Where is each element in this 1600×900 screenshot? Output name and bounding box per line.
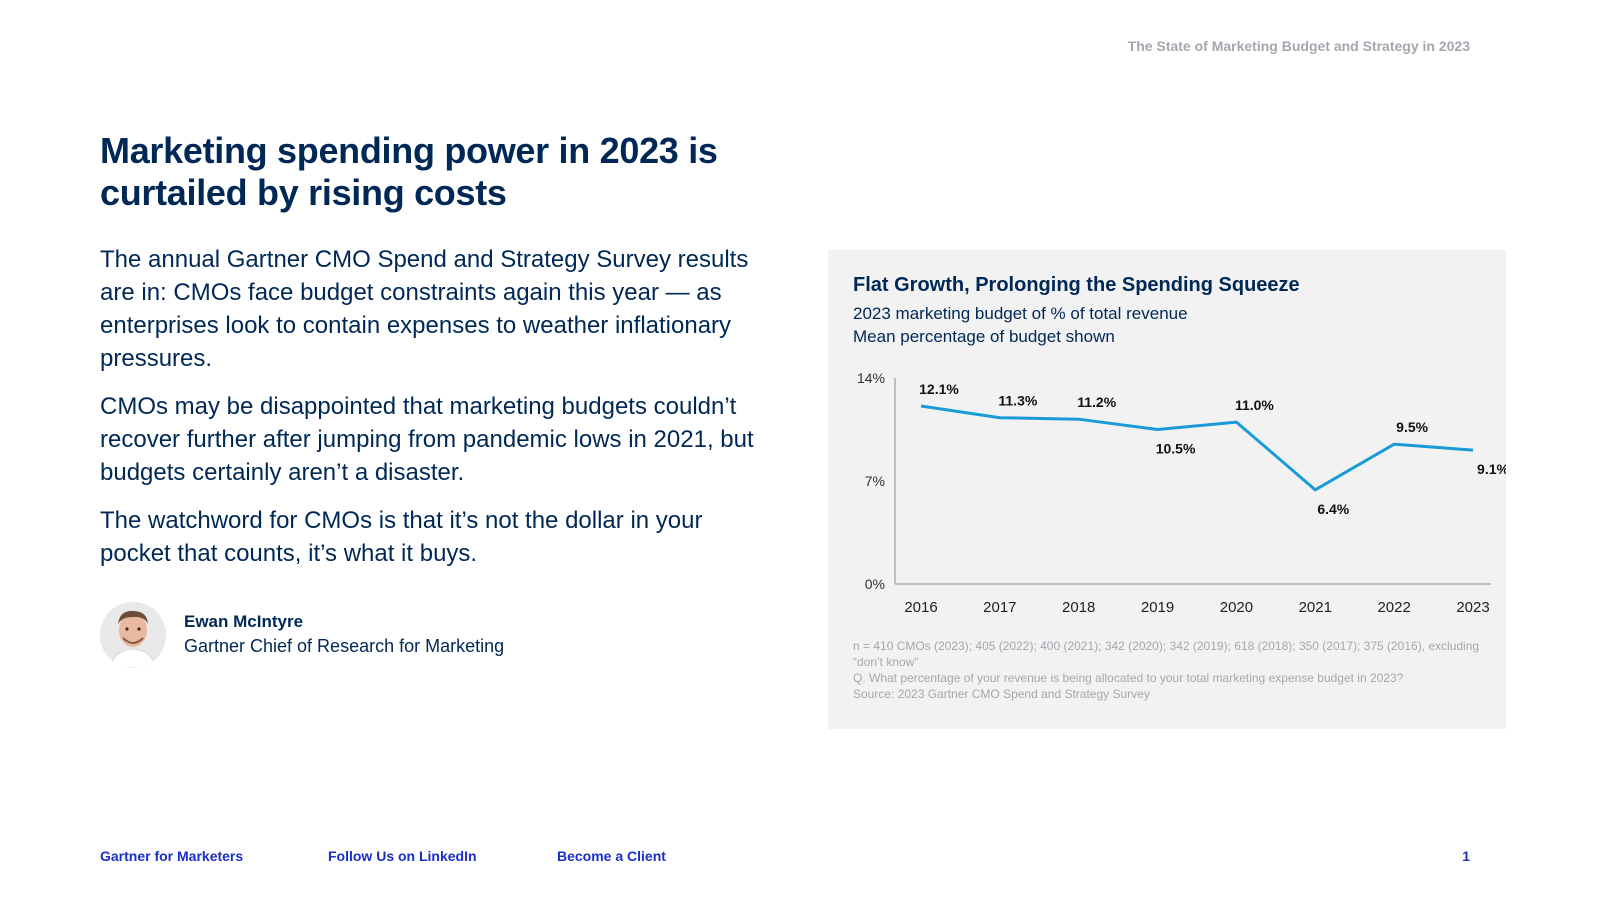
chart-subtitle-2: Mean percentage of budget shown <box>853 327 1115 346</box>
series-line <box>920 404 1474 492</box>
line-chart: 0% 7% 14% 2016 2017 2018 2019 2020 2021 2022 2023 1… <box>857 370 1506 616</box>
author-role: Gartner Chief of Research for Marketing <box>184 636 505 656</box>
author-photo-icon <box>100 602 166 668</box>
paragraph-2: CMOs may be disappointed that marketing … <box>100 393 754 486</box>
data-label: 9.5% <box>1396 419 1428 435</box>
author-name: Ewan McIntyre <box>184 612 304 631</box>
data-label: 9.1% <box>1477 461 1506 477</box>
gartner-for-marketers-link[interactable]: Gartner for Marketers <box>100 848 244 864</box>
body-text: The annual Gartner CMO Spend and Strateg… <box>100 243 760 585</box>
data-label: 12.1% <box>919 381 959 397</box>
data-label: 11.2% <box>1077 394 1116 410</box>
x-tick-label: 2023 <box>1456 599 1489 616</box>
linkedin-link[interactable]: Follow Us on LinkedIn <box>328 848 477 864</box>
chart-panel: Flat Growth, Prolonging the Spending Squ… <box>828 250 1506 729</box>
data-label: 11.3% <box>998 393 1037 409</box>
x-tick-label: 2022 <box>1377 599 1410 616</box>
x-tick-label: 2016 <box>904 599 937 616</box>
chart-title: Flat Growth, Prolonging the Spending Squ… <box>853 274 1300 296</box>
report-title: The State of Marketing Budget and Strate… <box>1127 38 1470 54</box>
paragraph-3: The watchword for CMOs is that it’s not … <box>100 507 703 567</box>
x-tick-label: 2019 <box>1141 599 1174 616</box>
chart-subtitle: 2023 marketing budget of % of total reve… <box>853 304 1188 323</box>
x-tick-label: 2020 <box>1220 599 1253 616</box>
y-tick-label: 14% <box>857 370 885 386</box>
chart-footnotes: n = 410 CMOs (2023); 405 (2022); 400 (20… <box>853 638 1488 702</box>
page-headline: Marketing spending power in 2023 is curt… <box>100 130 718 213</box>
footnote-question: Q. What percentage of your revenue is be… <box>853 671 1404 685</box>
page-number: 1 <box>1462 848 1470 864</box>
y-tick-label: 0% <box>865 576 885 592</box>
data-label: 11.0% <box>1235 397 1274 413</box>
x-tick-label: 2021 <box>1299 599 1332 616</box>
footnote-sample: n = 410 CMOs (2023); 405 (2022); 400 (20… <box>853 639 1480 669</box>
paragraph-1: The annual Gartner CMO Spend and Strateg… <box>100 246 749 372</box>
data-label: 6.4% <box>1317 501 1349 517</box>
x-tick-label: 2018 <box>1062 599 1095 616</box>
y-tick-label: 7% <box>865 473 885 489</box>
data-label: 10.5% <box>1156 441 1196 457</box>
become-client-link[interactable]: Become a Client <box>557 848 666 864</box>
x-tick-label: 2017 <box>983 599 1016 616</box>
footnote-source: Source: 2023 Gartner CMO Spend and Strat… <box>853 687 1150 701</box>
avatar <box>100 602 166 668</box>
